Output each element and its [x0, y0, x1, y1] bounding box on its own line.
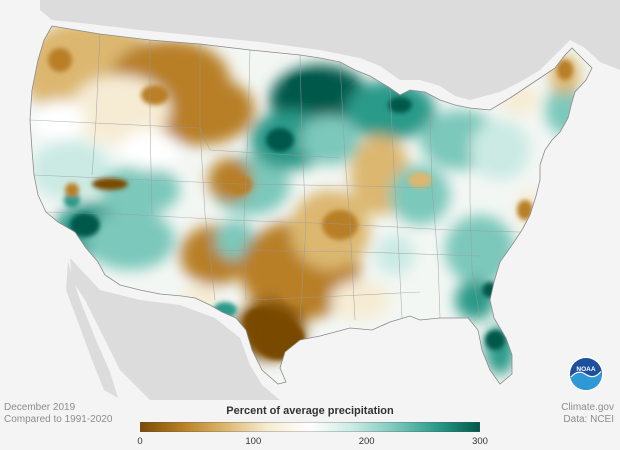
precip-anomaly-patch [375, 235, 415, 275]
precip-anomaly-patch [30, 140, 110, 200]
precip-anomaly-patch [485, 330, 505, 350]
precip-anomaly-patch [330, 280, 390, 320]
precip-anomaly-patch [445, 215, 515, 285]
precip-anomaly-patch [517, 200, 533, 220]
precip-anomaly-patch [65, 183, 79, 197]
precip-anomaly-patch [408, 172, 432, 188]
precip-anomaly-patch [141, 85, 169, 105]
precip-anomaly-patch [92, 178, 128, 190]
precip-anomaly-patch [120, 130, 180, 170]
comparison-period-label: Compared to 1991-2020 [4, 414, 113, 425]
precip-anomaly-patch [280, 275, 320, 305]
legend-color-bar [140, 422, 480, 432]
data-source-label: Data: NCEI [563, 414, 614, 425]
precip-anomaly-patch [266, 128, 294, 152]
precip-anomaly-patch [322, 210, 358, 240]
precipitation-map [29, 0, 620, 400]
precip-anomaly-patch [345, 80, 435, 140]
precip-anomaly-patch [64, 192, 80, 208]
precip-anomaly-patch [390, 165, 450, 225]
legend-tick-label: 100 [245, 436, 262, 447]
source-label: Climate.gov [561, 402, 614, 413]
noaa-logo-icon: NOAA [568, 356, 604, 392]
precip-anomaly-patch [388, 97, 412, 113]
legend-title: Percent of average precipitation [226, 405, 394, 417]
precip-anomaly-patch [70, 213, 100, 237]
precip-anomaly-patch [470, 120, 530, 180]
precip-anomaly-patch [85, 210, 175, 270]
precip-anomaly-patch [100, 165, 180, 215]
baja-peninsula [66, 262, 118, 398]
map-date-label: December 2019 [4, 402, 76, 413]
mexico-landmass [70, 258, 280, 400]
precip-anomaly-patch [228, 175, 252, 195]
precip-anomaly-patch [288, 75, 332, 95]
legend-tick-label: 300 [472, 436, 488, 447]
noaa-logo-text: NOAA [576, 366, 595, 373]
precip-anomaly-patch [35, 100, 85, 140]
canada-landmass [40, 0, 620, 100]
precip-anomaly-patch [557, 60, 573, 80]
precip-anomaly-patch [48, 48, 72, 72]
legend-tick-label: 200 [358, 436, 375, 447]
state-boundaries [29, 33, 521, 321]
legend-gradient-rect [140, 422, 480, 432]
precip-anomaly-patch [245, 308, 275, 332]
legend-tick-label: 0 [137, 436, 143, 447]
